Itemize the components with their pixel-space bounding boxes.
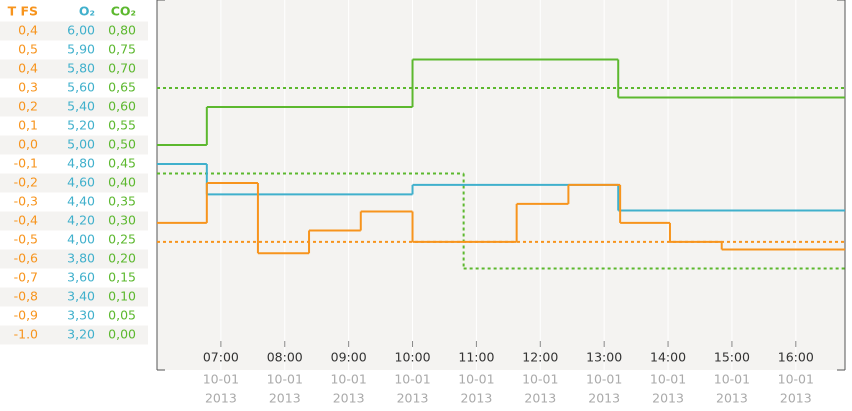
x-tick-label: 12:00 (522, 350, 558, 365)
row-stripe (0, 97, 148, 117)
x-tick-date: 10-01 (650, 372, 686, 387)
x-tick-year: 2013 (524, 391, 556, 406)
x-tick-date: 10-01 (267, 372, 303, 387)
x-tick-year: 2013 (460, 391, 492, 406)
y-tick-label: -0,3 (14, 194, 38, 209)
x-tick-date: 10-01 (203, 372, 239, 387)
x-tick-label: 13:00 (586, 350, 622, 365)
y-tick-label: 4,20 (67, 213, 95, 228)
y-tick-label: -0,4 (14, 213, 38, 228)
x-tick-date: 10-01 (522, 372, 558, 387)
y-tick-label: 5,40 (67, 99, 95, 114)
x-tick-year: 2013 (397, 391, 429, 406)
x-tick-label: 09:00 (331, 350, 367, 365)
row-stripe (0, 325, 148, 345)
y-tick-label: 3,60 (67, 270, 95, 285)
y-tick-label: 0,30 (108, 213, 136, 228)
y-tick-label: -0,9 (14, 308, 38, 323)
x-tick-label: 14:00 (650, 350, 686, 365)
y-tick-label: 0,15 (108, 270, 136, 285)
y-tick-label: 0,4 (18, 23, 38, 38)
y-tick-label: 4,00 (67, 232, 95, 247)
y-tick-label: 0,5 (18, 42, 38, 57)
row-stripe (0, 249, 148, 269)
y-tick-label: 0,1 (18, 118, 38, 133)
y-tick-label: 6,00 (67, 23, 95, 38)
y-tick-label: 0,80 (108, 23, 136, 38)
x-tick-label: 08:00 (267, 350, 303, 365)
y-tick-label: 5,90 (67, 42, 95, 57)
y-tick-label: 0,4 (18, 61, 38, 76)
y-tick-label: 0,65 (108, 80, 136, 95)
y-tick-label: -0,1 (14, 156, 38, 171)
x-tick-date: 10-01 (458, 372, 494, 387)
y-tick-label: 0,00 (108, 327, 136, 342)
y-tick-label: 0,55 (108, 118, 136, 133)
y-tick-label: 3,30 (67, 308, 95, 323)
y-tick-label: 0,70 (108, 61, 136, 76)
x-tick-label: 07:00 (203, 350, 239, 365)
y-tick-label: 0,45 (108, 156, 136, 171)
y-tick-label: 5,60 (67, 80, 95, 95)
row-stripe (0, 21, 148, 41)
x-tick-date: 10-01 (714, 372, 750, 387)
x-tick-year: 2013 (205, 391, 237, 406)
y-tick-label: 0,3 (18, 80, 38, 95)
x-tick-label: 15:00 (714, 350, 750, 365)
y-tick-label: 0,75 (108, 42, 136, 57)
x-tick-year: 2013 (780, 391, 812, 406)
axis-title: T FS (8, 4, 38, 19)
x-tick-year: 2013 (269, 391, 301, 406)
y-tick-label: 4,60 (67, 175, 95, 190)
row-stripe (0, 287, 148, 307)
x-tick-year: 2013 (716, 391, 748, 406)
y-tick-label: 5,00 (67, 137, 95, 152)
row-stripe (0, 173, 148, 193)
y-tick-label: -0,2 (14, 175, 38, 190)
y-tick-label: -0,8 (14, 289, 38, 304)
axis-title: CO₂ (111, 4, 136, 19)
x-tick-year: 2013 (333, 391, 365, 406)
y-tick-label: -0,5 (14, 232, 38, 247)
y-tick-label: 0,60 (108, 99, 136, 114)
y-tick-label: 0,25 (108, 232, 136, 247)
y-tick-label: 0,0 (18, 137, 38, 152)
axis-title: O₂ (79, 4, 95, 19)
y-tick-label: -0,6 (14, 251, 38, 266)
x-tick-label: 11:00 (458, 350, 494, 365)
y-tick-label: 0,40 (108, 175, 136, 190)
x-tick-year: 2013 (588, 391, 620, 406)
y-tick-label: 0,20 (108, 251, 136, 266)
x-tick-date: 10-01 (394, 372, 430, 387)
y-tick-label: 3,20 (67, 327, 95, 342)
x-tick-label: 16:00 (778, 350, 814, 365)
y-tick-label: 3,40 (67, 289, 95, 304)
x-tick-date: 10-01 (586, 372, 622, 387)
row-stripe (0, 59, 148, 79)
row-stripe (0, 135, 148, 155)
y-tick-label: 5,80 (67, 61, 95, 76)
y-tick-label: 4,80 (67, 156, 95, 171)
x-tick-year: 2013 (652, 391, 684, 406)
x-tick-date: 10-01 (330, 372, 366, 387)
y-tick-label: 5,20 (67, 118, 95, 133)
y-tick-label: 0,2 (18, 99, 38, 114)
row-stripe (0, 211, 148, 231)
y-tick-label: 0,10 (108, 289, 136, 304)
x-tick-label: 10:00 (395, 350, 431, 365)
y-tick-label: 0,35 (108, 194, 136, 209)
y-tick-label: 3,80 (67, 251, 95, 266)
y-tick-label: 4,40 (67, 194, 95, 209)
x-tick-date: 10-01 (778, 372, 814, 387)
y-tick-label: 0,50 (108, 137, 136, 152)
y-tick-label: -0,7 (14, 270, 38, 285)
y-tick-label: -1.0 (14, 327, 38, 342)
y-tick-label: 0,05 (108, 308, 136, 323)
